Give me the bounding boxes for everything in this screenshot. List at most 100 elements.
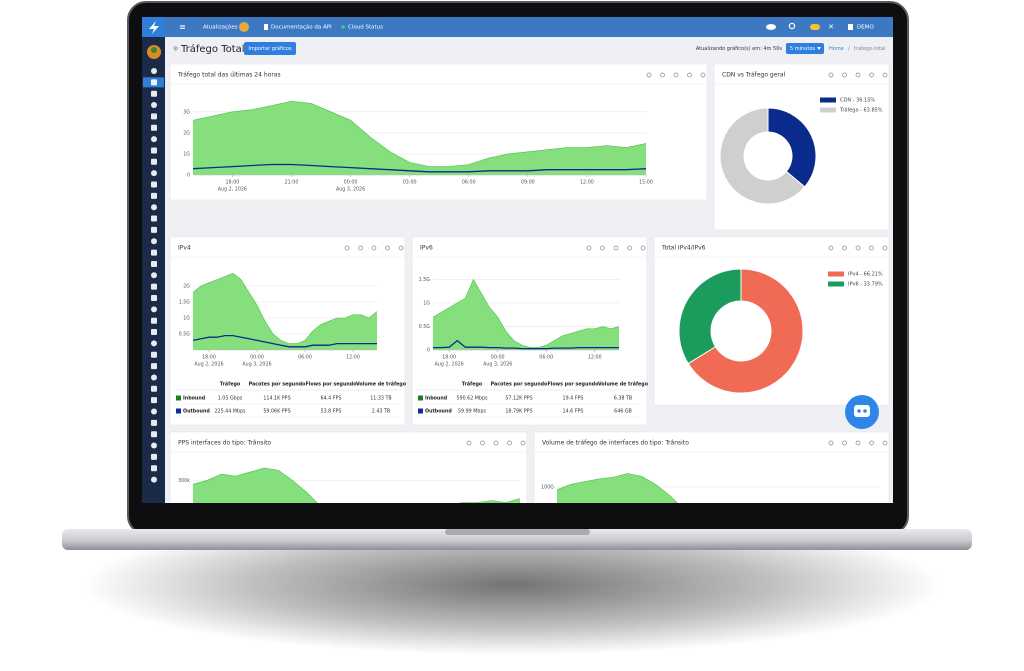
panel-tool-icon[interactable] xyxy=(466,440,472,446)
x-tick-label: 00:00 xyxy=(491,355,505,361)
panel-tool-icon[interactable] xyxy=(882,245,888,251)
panel-tool-icon[interactable] xyxy=(646,72,652,78)
topbar-link[interactable]: Documentação da API xyxy=(271,25,332,31)
x-tick-label: 00:00 xyxy=(344,180,358,186)
sidebar-icon xyxy=(151,431,157,438)
table-cell: 114.1K PPS xyxy=(263,396,290,402)
panel-tool-icon[interactable] xyxy=(627,245,632,251)
panel-tool-icon[interactable] xyxy=(687,72,692,78)
sidebar-icon xyxy=(151,351,157,358)
table-cell: 64.4 FPS xyxy=(321,396,342,402)
panel-tool-icon[interactable] xyxy=(480,440,485,446)
import-button-label[interactable]: Importar gráficos xyxy=(248,45,292,52)
y-tick-label: 1G xyxy=(183,316,190,322)
panel-tool-icon[interactable] xyxy=(842,440,847,446)
refresh-status: Atualizando gráfico(s) em: 4m 50s xyxy=(696,45,783,52)
import-button[interactable] xyxy=(244,42,296,55)
menu-icon[interactable]: ≡ xyxy=(179,23,186,32)
panel-tool-icon[interactable] xyxy=(520,440,526,446)
panel-tool-icon[interactable] xyxy=(855,440,861,446)
legend-swatch xyxy=(820,107,836,113)
toggle-icon[interactable] xyxy=(810,24,820,30)
x-tick-label: 12:00 xyxy=(588,355,602,361)
panel-tool-icon[interactable] xyxy=(673,72,679,78)
sidebar-icon xyxy=(151,192,157,199)
panel-tool-icon[interactable] xyxy=(371,245,377,251)
panel-tool-icon[interactable] xyxy=(855,245,861,251)
panel-tool-icon[interactable] xyxy=(507,440,512,446)
y-tick-label: 2G xyxy=(183,284,190,290)
x-tick-label: 09:00 xyxy=(521,180,535,186)
sidebar xyxy=(142,17,165,503)
y-tick-label: 0 xyxy=(187,173,190,179)
breadcrumb-link[interactable]: Home xyxy=(829,46,844,52)
donut-segment xyxy=(678,268,742,365)
panel-title: IPv6 xyxy=(420,245,433,252)
panel-tool-icon[interactable] xyxy=(344,245,350,251)
panel-tool-icon[interactable] xyxy=(828,440,834,446)
panel-tool-icon[interactable] xyxy=(493,440,499,446)
panel-tool-icon[interactable] xyxy=(855,72,861,78)
title-icon: ⚙ xyxy=(173,46,178,53)
sidebar-icon xyxy=(151,385,157,392)
series-line xyxy=(192,334,377,348)
laptop-base xyxy=(62,529,972,550)
panel-tool-icon[interactable] xyxy=(358,245,363,251)
area-line xyxy=(192,100,647,167)
sidebar-icon xyxy=(151,215,157,222)
user-name[interactable]: DEMO xyxy=(857,25,874,31)
sidebar-icon xyxy=(151,329,157,336)
sidebar-icon xyxy=(151,181,157,188)
panel-tool-icon[interactable] xyxy=(600,245,605,251)
panel-tool-icon[interactable] xyxy=(613,245,619,251)
table-cell: 590.62 Mbps xyxy=(456,396,488,402)
panel-tool-icon[interactable] xyxy=(842,245,847,251)
table-cell: 59.06K PPS xyxy=(263,409,290,415)
row-label: Outbound xyxy=(425,409,452,415)
panel-tool-icon[interactable] xyxy=(869,440,874,446)
sidebar-icon xyxy=(151,397,157,404)
screen: ≡ Atualizações Documentação da API Cloud… xyxy=(142,17,893,503)
x-tick-label: 03:00 xyxy=(403,180,417,186)
panel-tool-icon[interactable] xyxy=(882,72,888,78)
table-cell: 6.38 TB xyxy=(614,396,632,402)
x-tick-label: 18:00 xyxy=(202,355,216,361)
y-tick-label: 0 xyxy=(427,348,430,354)
x-tick-label: 06:00 xyxy=(539,355,553,361)
row-label: Inbound xyxy=(425,396,448,402)
panel-tool-icon[interactable] xyxy=(828,245,834,251)
y-tick-label: 3G xyxy=(183,109,190,115)
interval-select[interactable] xyxy=(786,43,824,54)
panel-tool-icon[interactable] xyxy=(869,245,874,251)
x-tick-date: Aug 3, 2026 xyxy=(483,362,512,368)
status-dot xyxy=(341,25,345,29)
panel-tool-icon[interactable] xyxy=(385,245,390,251)
interval-label[interactable]: 5 minutos xyxy=(790,46,815,52)
panel-tool-icon[interactable] xyxy=(586,245,592,251)
area-line xyxy=(192,272,378,344)
sidebar-icon xyxy=(151,68,157,74)
search-icon[interactable] xyxy=(788,22,796,30)
sidebar-icon xyxy=(151,170,157,177)
panel-tool-icon[interactable] xyxy=(828,72,834,78)
tools-icon[interactable]: ✕ xyxy=(828,23,834,31)
table-cell: 53.8 FPS xyxy=(321,409,342,415)
panel-tool-icon[interactable] xyxy=(700,72,706,78)
cloud-icon[interactable] xyxy=(766,24,776,30)
table-header: Flows por segundo xyxy=(547,382,599,388)
panel-tool-icon[interactable] xyxy=(398,245,404,251)
select-caret xyxy=(817,47,821,50)
table-cell: 14.6 FPS xyxy=(563,409,584,415)
row-swatch xyxy=(176,395,181,401)
panel-tool-icon[interactable] xyxy=(660,72,665,78)
sidebar-icon xyxy=(151,102,157,109)
topbar-link[interactable]: Cloud Status xyxy=(348,25,383,31)
panel-tool-icon[interactable] xyxy=(640,245,646,251)
panel-tool-icon[interactable] xyxy=(842,72,847,78)
legend-label: IPv4 - 66.21% xyxy=(848,272,883,278)
panel-tool-icon[interactable] xyxy=(869,72,874,78)
sidebar-icon xyxy=(151,226,157,233)
table-header: Tráfego xyxy=(462,381,483,388)
topbar-link[interactable]: Atualizações xyxy=(203,25,238,31)
panel-tool-icon[interactable] xyxy=(882,440,888,446)
